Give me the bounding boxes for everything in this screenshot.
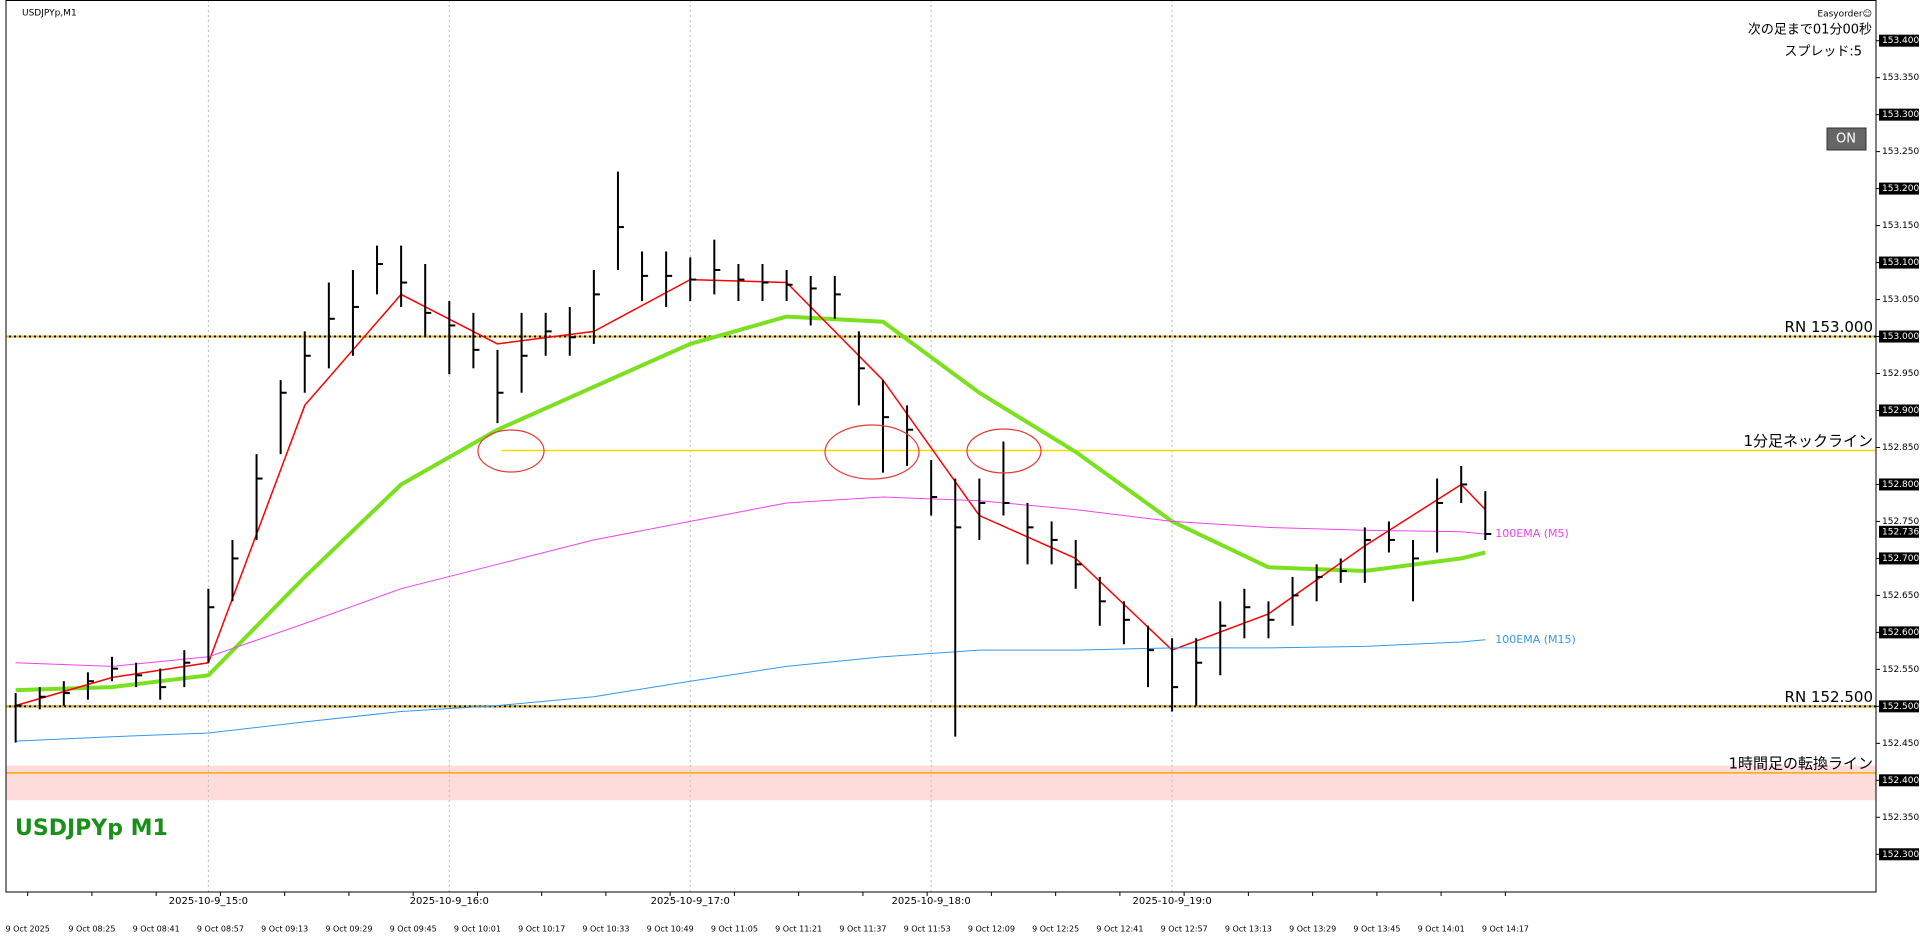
y-tick-label: 152.850 bbox=[1882, 443, 1919, 453]
y-tick-box bbox=[1879, 552, 1919, 565]
indicator-line bbox=[15, 314, 1486, 693]
x-tick-label: 9 Oct 12:41 bbox=[1096, 925, 1143, 934]
countdown: 次の足まで01分00秒 bbox=[1748, 22, 1872, 38]
button-bg bbox=[1826, 127, 1867, 151]
y-tick-label: 153.250 bbox=[1882, 147, 1919, 157]
y-tick-box bbox=[1879, 404, 1919, 417]
current-price-label: 152.736 bbox=[1882, 527, 1919, 537]
plot-frame bbox=[5, 0, 1877, 893]
x-tick-label: 9 Oct 12:25 bbox=[1032, 925, 1079, 934]
annotation-circle bbox=[824, 424, 920, 480]
y-tick-box bbox=[1879, 256, 1919, 269]
x-tick-label: 9 Oct 10:01 bbox=[454, 925, 501, 934]
y-tick-label: 152.500 bbox=[1882, 702, 1919, 712]
annotation-circle bbox=[477, 429, 545, 473]
chart-title: USDJPYp,M1 bbox=[22, 9, 77, 19]
level-label: RN 152.500 bbox=[1785, 688, 1873, 706]
y-tick-box bbox=[1879, 108, 1919, 121]
zone bbox=[6, 765, 1876, 801]
y-tick-box bbox=[1879, 774, 1919, 787]
button-label[interactable]: ON bbox=[1836, 132, 1856, 147]
x-tick-label: 9 Oct 10:17 bbox=[518, 925, 565, 934]
y-tick-label: 152.800 bbox=[1882, 480, 1919, 490]
x-tick-label: 9 Oct 13:29 bbox=[1289, 925, 1336, 934]
x-tick-label: 9 Oct 13:13 bbox=[1225, 925, 1272, 934]
level-label: 1分足ネックライン bbox=[1743, 432, 1873, 450]
legend-label: 100EMA (M15) bbox=[1495, 633, 1576, 646]
y-tick-box bbox=[1879, 330, 1919, 343]
y-tick-label: 152.550 bbox=[1882, 665, 1919, 675]
x-tick-label: 9 Oct 11:21 bbox=[775, 925, 822, 934]
separator-label: 2025-10-9_16:0 bbox=[410, 896, 489, 907]
x-tick-label: 9 Oct 11:05 bbox=[711, 925, 758, 934]
y-tick-box bbox=[1879, 626, 1919, 639]
y-tick-box bbox=[1879, 848, 1919, 861]
y-tick-label: 153.100 bbox=[1882, 258, 1919, 268]
y-tick-box bbox=[1879, 34, 1919, 47]
y-tick-label: 153.350 bbox=[1882, 73, 1919, 83]
y-tick-label: 153.050 bbox=[1882, 295, 1919, 305]
x-tick-label: 9 Oct 08:57 bbox=[197, 925, 244, 934]
x-tick-label: 9 Oct 2025 bbox=[5, 925, 49, 934]
x-tick-label: 9 Oct 14:01 bbox=[1418, 925, 1465, 934]
y-tick-box bbox=[1879, 700, 1919, 713]
x-tick-label: 9 Oct 08:25 bbox=[68, 925, 115, 934]
y-tick-label: 153.400 bbox=[1882, 36, 1919, 46]
y-tick-label: 152.600 bbox=[1882, 628, 1919, 638]
x-tick-label: 9 Oct 09:13 bbox=[261, 925, 308, 934]
y-tick-label: 153.000 bbox=[1882, 332, 1919, 342]
legend-label: 100EMA (M5) bbox=[1495, 527, 1569, 540]
x-tick-label: 9 Oct 10:33 bbox=[582, 925, 629, 934]
annotation-circle bbox=[966, 428, 1042, 474]
watermark: USDJPYp M1 bbox=[15, 816, 168, 841]
indicator-line bbox=[15, 496, 1486, 667]
x-tick-label: 9 Oct 08:41 bbox=[133, 925, 180, 934]
x-tick-label: 9 Oct 09:45 bbox=[390, 925, 437, 934]
level-label: RN 153.000 bbox=[1785, 318, 1873, 336]
separator-label: 2025-10-9_15:0 bbox=[169, 896, 248, 907]
y-tick-label: 152.900 bbox=[1882, 406, 1919, 416]
on-button[interactable]: ON bbox=[1826, 127, 1867, 151]
y-tick-label: 153.150 bbox=[1882, 221, 1919, 231]
y-tick-label: 152.400 bbox=[1882, 776, 1919, 786]
separator-label: 2025-10-9_18:0 bbox=[892, 896, 971, 907]
y-tick-label: 152.750 bbox=[1882, 517, 1919, 527]
level-label: 1時間足の転換ライン bbox=[1728, 754, 1873, 772]
x-tick-label: 9 Oct 11:37 bbox=[839, 925, 886, 934]
y-tick-label: 152.350 bbox=[1882, 813, 1919, 823]
x-tick-label: 9 Oct 09:29 bbox=[325, 925, 372, 934]
separator-label: 2025-10-9_17:0 bbox=[651, 896, 730, 907]
x-tick-label: 9 Oct 12:09 bbox=[968, 925, 1015, 934]
x-tick-label: 9 Oct 12:57 bbox=[1161, 925, 1208, 934]
indicator-line bbox=[15, 639, 1486, 742]
y-tick-label: 152.700 bbox=[1882, 554, 1919, 564]
separator-label: 2025-10-9_19:0 bbox=[1132, 896, 1211, 907]
y-tick-label: 152.950 bbox=[1882, 369, 1919, 379]
x-tick-label: 9 Oct 14:17 bbox=[1482, 925, 1529, 934]
x-tick-label: 9 Oct 11:53 bbox=[904, 925, 951, 934]
y-tick-label: 153.300 bbox=[1882, 110, 1919, 120]
y-tick-label: 152.450 bbox=[1882, 739, 1919, 749]
y-tick-label: 152.300 bbox=[1882, 850, 1919, 860]
y-tick-label: 152.650 bbox=[1882, 591, 1919, 601]
x-tick-label: 9 Oct 13:45 bbox=[1353, 925, 1400, 934]
y-tick-box bbox=[1879, 182, 1919, 195]
x-tick-label: 9 Oct 10:49 bbox=[647, 925, 694, 934]
y-tick-box bbox=[1879, 478, 1919, 491]
current-price-box bbox=[1879, 525, 1919, 538]
app-name: Easyorder☺ bbox=[1817, 9, 1872, 20]
spread: スプレッド:5 bbox=[1784, 45, 1862, 60]
y-tick-label: 153.200 bbox=[1882, 184, 1919, 194]
